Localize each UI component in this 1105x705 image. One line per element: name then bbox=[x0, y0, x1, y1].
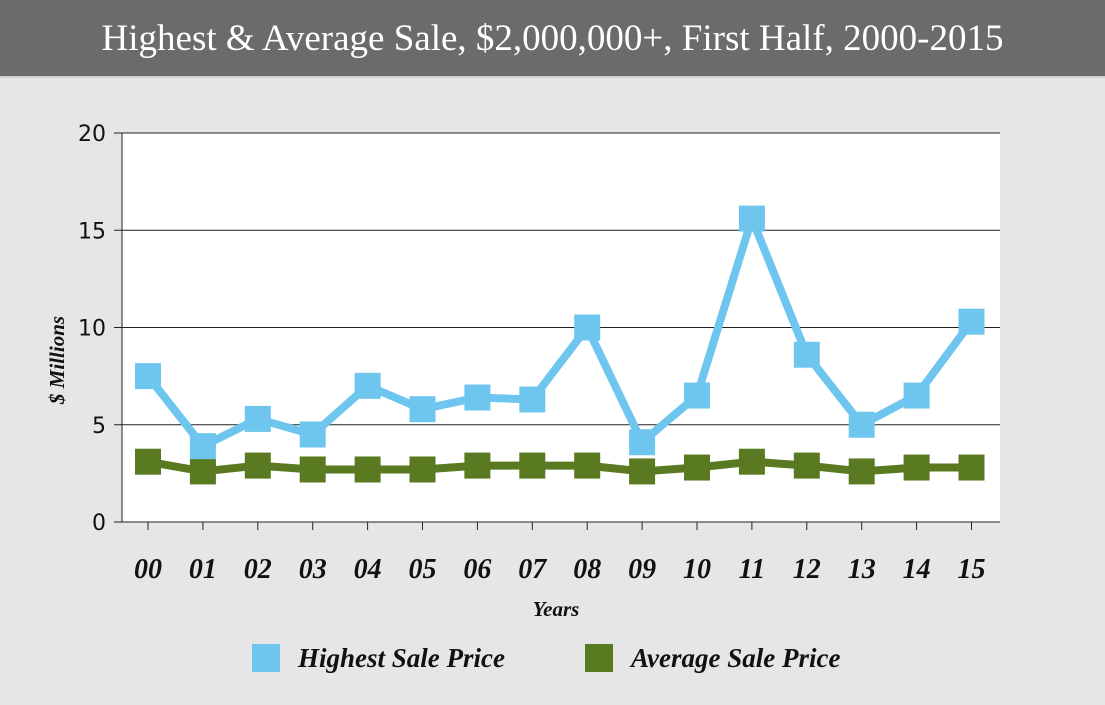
x-tick-label: 10 bbox=[683, 554, 711, 585]
data-point bbox=[135, 363, 161, 390]
chart-legend: Highest Sale Price Average Sale Price bbox=[0, 640, 1105, 680]
data-point bbox=[738, 448, 765, 475]
x-tick-label: 11 bbox=[739, 554, 765, 585]
data-point bbox=[409, 456, 436, 483]
data-point bbox=[299, 456, 326, 483]
x-tick-label: 15 bbox=[958, 554, 986, 585]
legend-label-average: Average Sale Price bbox=[631, 642, 841, 673]
data-point bbox=[464, 452, 491, 479]
y-tick-label: 10 bbox=[78, 317, 106, 342]
y-tick-label: 0 bbox=[92, 511, 106, 536]
x-tick-label: 01 bbox=[189, 554, 217, 585]
data-point bbox=[684, 382, 710, 409]
x-tick-label: 04 bbox=[354, 554, 382, 585]
x-tick-label: 00 bbox=[134, 554, 162, 585]
data-point bbox=[189, 458, 216, 485]
data-point bbox=[684, 454, 710, 481]
y-axis-title: $ Millions bbox=[45, 316, 69, 405]
x-tick-label: 05 bbox=[409, 554, 437, 585]
data-point bbox=[793, 341, 820, 368]
data-point bbox=[629, 458, 656, 485]
title-bar: Highest & Average Sale, $2,000,000+, Fir… bbox=[0, 0, 1105, 78]
data-point bbox=[299, 421, 326, 448]
data-point bbox=[244, 452, 271, 479]
legend-item-highest: Highest Sale Price bbox=[252, 640, 505, 676]
x-axis-title: Years bbox=[533, 597, 580, 621]
data-point bbox=[848, 411, 875, 438]
data-point bbox=[354, 456, 381, 483]
x-tick-label: 02 bbox=[244, 554, 272, 585]
series-line bbox=[147, 457, 972, 476]
legend-label-highest: Highest Sale Price bbox=[298, 642, 505, 673]
data-point bbox=[135, 448, 161, 475]
data-point bbox=[629, 429, 656, 456]
y-tick-label: 15 bbox=[78, 219, 106, 244]
data-point bbox=[519, 386, 546, 413]
x-tick-label: 09 bbox=[628, 554, 656, 585]
legend-swatch-average bbox=[585, 644, 613, 672]
data-point bbox=[519, 452, 546, 479]
x-tick-label: 07 bbox=[518, 554, 547, 585]
data-point bbox=[903, 382, 930, 409]
data-point bbox=[958, 308, 985, 335]
data-point bbox=[903, 454, 930, 481]
y-tick-label: 20 bbox=[78, 122, 106, 147]
data-point bbox=[574, 452, 601, 479]
x-tick-label: 12 bbox=[793, 554, 821, 585]
series-line bbox=[144, 214, 975, 451]
data-point bbox=[738, 205, 765, 232]
data-point bbox=[354, 372, 381, 399]
data-point bbox=[189, 433, 216, 460]
x-tick-label: 13 bbox=[848, 554, 876, 585]
data-point bbox=[574, 314, 601, 341]
data-point bbox=[409, 396, 436, 423]
chart-title: Highest & Average Sale, $2,000,000+, Fir… bbox=[101, 18, 1004, 59]
data-point bbox=[464, 384, 491, 411]
legend-item-average: Average Sale Price bbox=[585, 640, 840, 676]
data-point bbox=[958, 454, 985, 481]
x-tick-label: 06 bbox=[463, 554, 491, 585]
legend-swatch-highest bbox=[252, 644, 280, 672]
y-tick-label: 5 bbox=[92, 414, 106, 439]
x-tick-label: 08 bbox=[573, 554, 601, 585]
data-point bbox=[244, 405, 271, 432]
x-tick-label: 14 bbox=[903, 554, 931, 585]
data-point bbox=[848, 458, 875, 485]
data-point bbox=[793, 452, 820, 479]
x-tick-label: 03 bbox=[299, 554, 327, 585]
